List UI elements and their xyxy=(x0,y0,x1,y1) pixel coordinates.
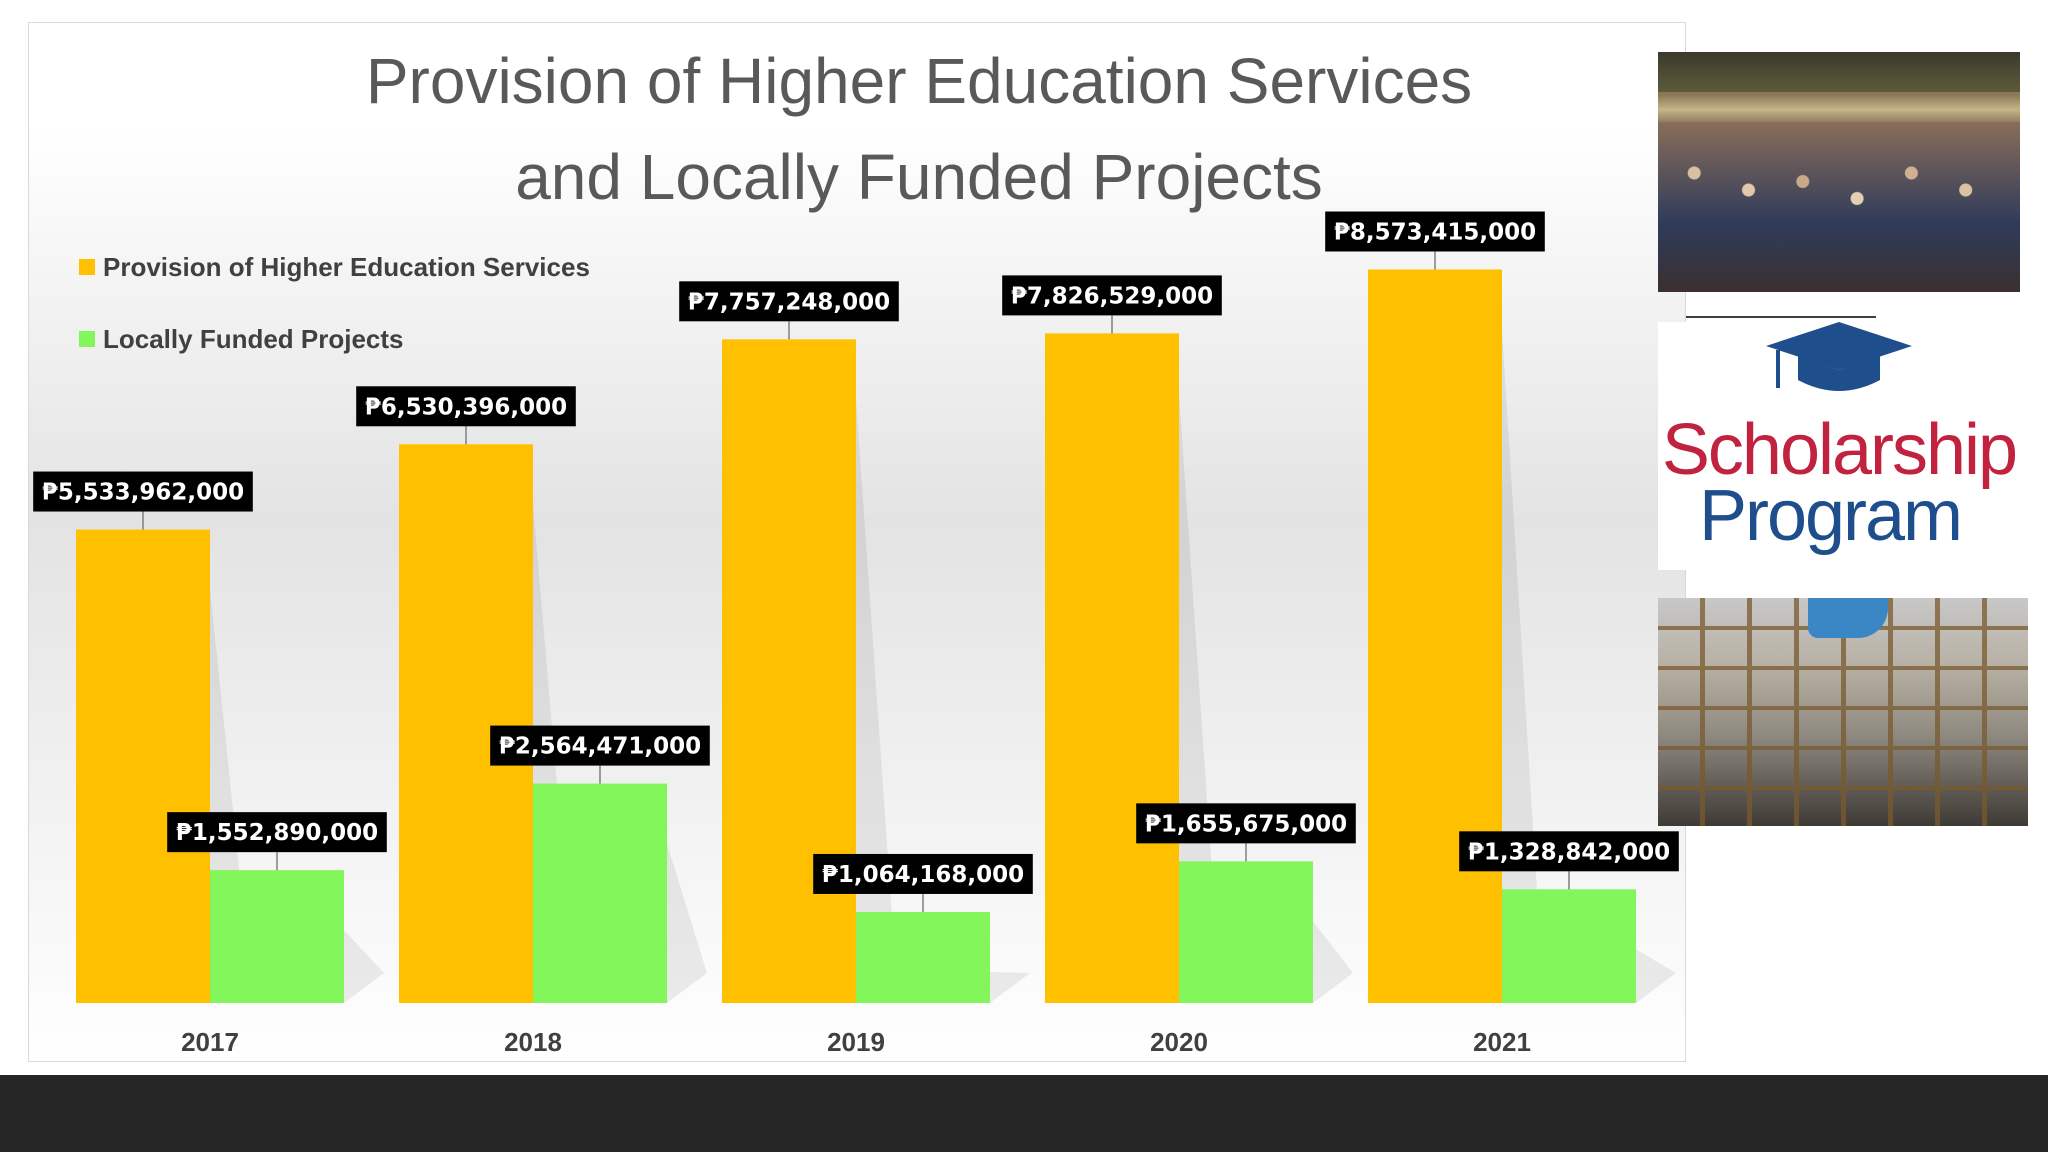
data-label-higher-education-2020: ₱7,826,529,000 xyxy=(1011,283,1213,309)
bar-locally-funded-2017 xyxy=(210,870,344,1003)
x-tick-2018: 2018 xyxy=(504,1027,562,1057)
chart-panel: Provision of Higher Education Services a… xyxy=(28,22,1686,1062)
logo-word-program: Program xyxy=(1699,476,1961,556)
bar-locally-funded-2020-shadow xyxy=(1313,921,1353,1003)
bar-higher-education-2020 xyxy=(1045,333,1179,1003)
data-label-higher-education-2018-box xyxy=(356,386,576,427)
bar-higher-education-2021 xyxy=(1368,269,1502,1003)
data-label-higher-education-2021: ₱8,573,415,000 xyxy=(1334,219,1536,245)
bar-chart: Provision of Higher Education Services a… xyxy=(33,45,1679,1057)
data-label-locally-funded-2021: ₱1,328,842,000 xyxy=(1468,839,1670,865)
x-tick-2019: 2019 xyxy=(827,1027,885,1057)
bar-locally-funded-2017-shadow xyxy=(344,930,384,1003)
bar-locally-funded-2019 xyxy=(856,911,990,1003)
data-label-higher-education-2019: ₱7,757,248,000 xyxy=(688,289,890,315)
bar-higher-education-2020-shadow xyxy=(1179,393,1219,1003)
data-label-locally-funded-2017: ₱1,552,890,000 xyxy=(176,820,378,846)
legend-swatch-higher-education xyxy=(79,259,95,275)
data-label-locally-funded-2019: ₱1,064,168,000 xyxy=(822,862,1024,888)
bar-locally-funded-2018-shadow xyxy=(667,843,707,1003)
tent-roof xyxy=(1658,52,2020,92)
data-label-locally-funded-2020: ₱1,655,675,000 xyxy=(1145,811,1347,837)
legend-swatch-locally-funded xyxy=(79,331,95,347)
data-label-locally-funded-2019-box xyxy=(813,853,1033,894)
bar-locally-funded-2018 xyxy=(533,783,667,1003)
footer-bar xyxy=(0,1075,2048,1152)
x-tick-2020: 2020 xyxy=(1150,1027,1208,1057)
data-label-higher-education-2017: ₱5,533,962,000 xyxy=(42,480,244,506)
bar-higher-education-2019 xyxy=(722,339,856,1003)
graduation-cap-icon: Scholarship Program xyxy=(1662,322,2018,556)
data-label-locally-funded-2018: ₱2,564,471,000 xyxy=(499,734,701,760)
bar-higher-education-2018 xyxy=(399,444,533,1003)
data-label-locally-funded-2020-box xyxy=(1136,803,1356,844)
bar-locally-funded-2021 xyxy=(1502,889,1636,1003)
data-label-higher-education-2021-box xyxy=(1325,211,1545,252)
data-label-higher-education-2019-box xyxy=(679,281,899,322)
legend-label-locally-funded: Locally Funded Projects xyxy=(103,324,404,354)
crowd-people xyxy=(1658,122,2020,292)
data-label-locally-funded-2021-box xyxy=(1459,831,1679,872)
construction-photo xyxy=(1658,598,2028,826)
x-tick-2021: 2021 xyxy=(1473,1027,1531,1057)
blue-tarp xyxy=(1808,598,1888,638)
data-label-locally-funded-2017-box xyxy=(167,812,387,853)
chart-title-line-1: Provision of Higher Education Services xyxy=(366,45,1472,117)
bar-higher-education-2019-shadow xyxy=(856,399,896,1003)
divider-line xyxy=(1686,316,1876,318)
x-tick-2017: 2017 xyxy=(181,1027,239,1057)
bar-locally-funded-2019-shadow xyxy=(990,971,1030,1003)
data-label-higher-education-2020-box xyxy=(1002,275,1222,316)
data-label-locally-funded-2018-box xyxy=(490,725,710,766)
chart-title-line-2: and Locally Funded Projects xyxy=(515,141,1323,213)
data-label-higher-education-2017-box xyxy=(33,471,253,512)
scholarship-program-logo: Scholarship Program xyxy=(1658,322,2020,570)
logo-word-scholarship: Scholarship xyxy=(1662,410,2016,490)
legend-label-higher-education: Provision of Higher Education Services xyxy=(103,252,590,282)
data-label-higher-education-2018: ₱6,530,396,000 xyxy=(365,394,567,420)
bar-locally-funded-2021-shadow xyxy=(1636,949,1676,1003)
crowd-photo xyxy=(1658,52,2020,292)
bar-higher-education-2017 xyxy=(76,529,210,1003)
bar-locally-funded-2020 xyxy=(1179,861,1313,1003)
